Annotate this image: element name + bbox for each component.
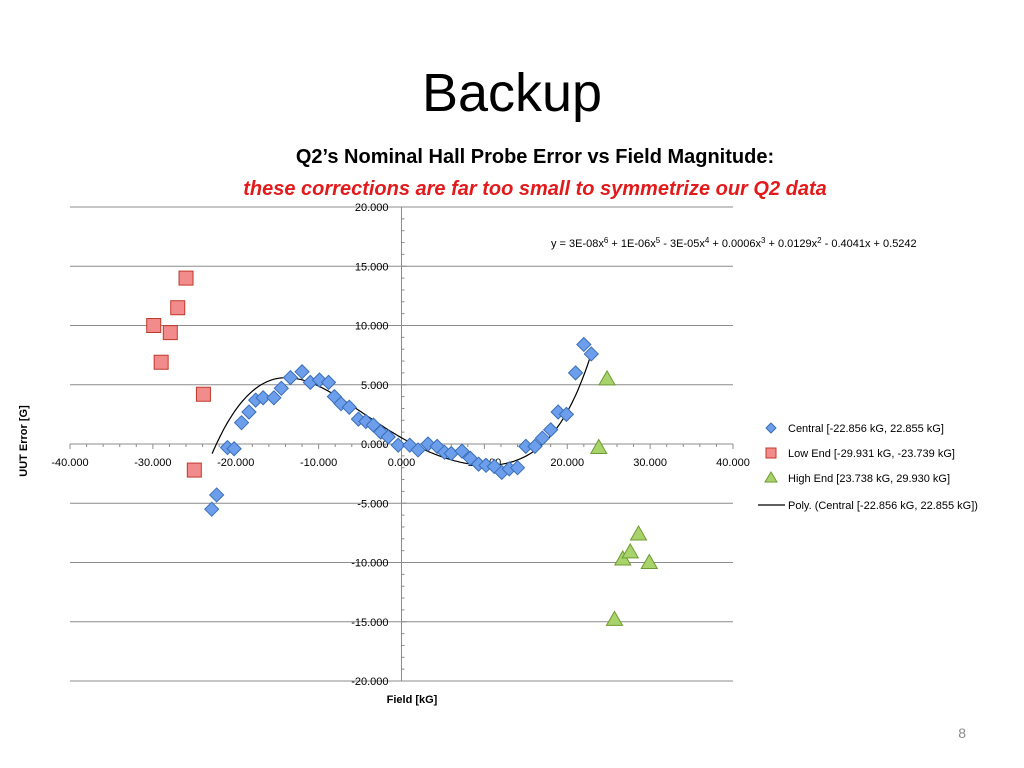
- central-series-point: [390, 437, 406, 453]
- legend-label: High End [23.738 kG, 29.930 kG]: [788, 473, 950, 485]
- legend-label: Central [-22.856 kG, 22.855 kG]: [788, 423, 944, 435]
- y-tick-label: -10.000: [351, 558, 388, 570]
- high-end-series-point: [598, 369, 616, 386]
- high-end-series-point: [640, 553, 659, 569]
- x-tick-label: -10.000: [300, 457, 337, 469]
- x-tick-label: 20.000: [550, 457, 584, 469]
- central-series-point: [208, 487, 225, 503]
- page-number: 8: [958, 725, 966, 741]
- polynomial-trendline: [211, 354, 592, 466]
- legend-marker-low-end: [765, 447, 777, 459]
- central-series-point: [282, 369, 299, 386]
- chart-subtitle: these corrections are far too small to s…: [243, 178, 827, 200]
- high-end-series-point: [589, 438, 608, 455]
- y-tick-label: 20.000: [355, 202, 389, 214]
- x-tick-label: -20.000: [217, 457, 254, 469]
- x-tick-label: 40.000: [716, 457, 750, 469]
- central-series-point: [583, 346, 599, 362]
- slide-title: Backup: [421, 63, 603, 123]
- central-series-point: [509, 459, 526, 476]
- central-series-point: [527, 438, 543, 455]
- x-tick-label: -40.000: [51, 457, 88, 469]
- central-series-point: [233, 414, 250, 431]
- x-axis-title: Field [kG]: [387, 694, 438, 706]
- central-series-point: [320, 374, 337, 391]
- low-end-series-point: [162, 325, 178, 341]
- central-series-point: [273, 380, 290, 397]
- axes: -40.000 -30.000 -20.000 -10.000 0.000 10.000 2…: [51, 202, 749, 688]
- y-tick-label: 10.000: [355, 321, 389, 333]
- y-tick-label: 5.000: [361, 380, 389, 392]
- x-tick-label: 0.000: [388, 457, 416, 469]
- legend-marker-central: [765, 422, 777, 434]
- central-series-point: [380, 429, 396, 445]
- central-series-point: [567, 365, 584, 381]
- low-end-series-point: [153, 354, 169, 370]
- trendline-equation: y = 3E-08x6 + 1E-06x5 - 3E-05x4 + 0.0006…: [551, 236, 917, 251]
- legend-marker-high-end: [764, 471, 778, 483]
- legend-label: Low End [-29.931 kG, -23.739 kG]: [788, 448, 955, 460]
- y-tick-label: 15.000: [355, 261, 389, 273]
- high-end-series-point: [621, 542, 640, 559]
- central-series-point: [341, 399, 357, 415]
- central-series-point: [542, 422, 559, 438]
- central-series-point: [226, 441, 242, 457]
- low-end-series-point: [178, 270, 194, 286]
- low-end-series-point: [186, 462, 202, 478]
- central-series-point: [410, 442, 426, 458]
- legend-trendline-label: Poly. (Central [-22.856 kG, 22.855 kG]): [788, 500, 978, 512]
- y-tick-label: -5.000: [357, 498, 388, 510]
- trendline-layer: [211, 354, 592, 466]
- central-series-point: [266, 390, 282, 406]
- legend: Central [-22.856 kG, 22.855 kG] Low End […: [758, 422, 978, 512]
- central-series-point: [576, 336, 592, 353]
- central-series-point: [454, 443, 470, 459]
- y-tick-label: -15.000: [351, 617, 388, 629]
- data-points: [146, 270, 659, 626]
- central-series-point: [534, 430, 551, 446]
- central-series-point: [204, 501, 220, 517]
- y-tick-label: 0.000: [361, 439, 389, 451]
- high-end-series-point: [605, 610, 624, 626]
- central-series-point: [294, 364, 310, 380]
- low-end-series-point: [170, 300, 186, 316]
- y-tick-label: -20.000: [351, 676, 388, 688]
- low-end-series-point: [195, 386, 211, 402]
- central-series-point: [255, 390, 271, 406]
- chart-title: Q2’s Nominal Hall Probe Error vs Field M…: [295, 146, 775, 168]
- x-tick-label: 30.000: [633, 457, 667, 469]
- central-series-point: [241, 404, 257, 420]
- x-tick-label: -30.000: [134, 457, 171, 469]
- high-end-series-point: [629, 525, 648, 541]
- y-axis-title: UUT Error [G]: [18, 405, 30, 477]
- central-series-point: [558, 406, 575, 423]
- low-end-series-point: [146, 318, 162, 333]
